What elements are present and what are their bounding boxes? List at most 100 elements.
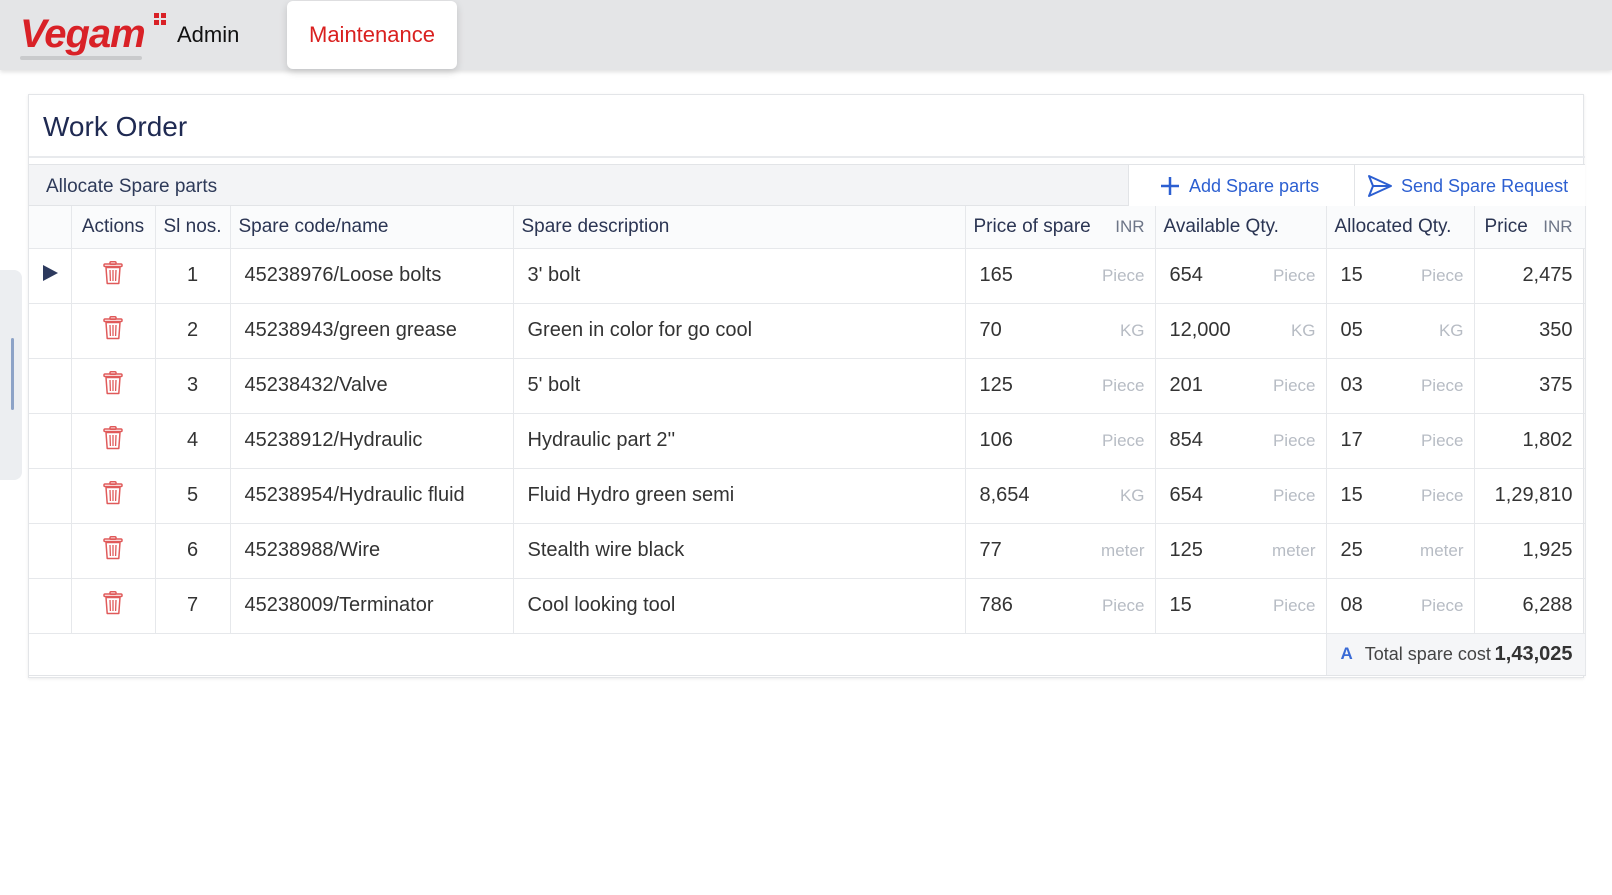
tab-maintenance[interactable]: Maintenance	[287, 1, 457, 69]
row-available: 15	[1169, 594, 1192, 616]
header-actions: Actions	[71, 206, 156, 249]
row-allocated-unit: Piece	[1420, 430, 1464, 450]
tab-maintenance-label: Maintenance	[309, 22, 435, 47]
nav-admin[interactable]: Admin	[177, 22, 240, 47]
row-price-unit: Piece	[1101, 375, 1145, 395]
row-total: 375	[1474, 358, 1586, 414]
row-price-cell[interactable]: 125 Piece	[965, 358, 1156, 414]
trash-icon[interactable]	[103, 425, 123, 450]
row-allocated-cell[interactable]: 08 Piece	[1326, 578, 1475, 634]
row-price: 165	[979, 264, 1013, 286]
row-price: 8,654	[979, 484, 1030, 506]
trash-icon[interactable]	[103, 480, 123, 505]
trash-icon[interactable]	[103, 370, 123, 395]
play-arrow-icon	[42, 264, 58, 281]
header-available[interactable]: Available Qty.	[1155, 206, 1327, 249]
row-allocated: 15	[1340, 264, 1363, 286]
table-row[interactable]: 5 45238954/Hydraulic fluid Fluid Hydro g…	[29, 468, 1586, 524]
total-label: Total spare cost	[1364, 643, 1491, 664]
row-available: 654	[1169, 484, 1203, 506]
trash-icon[interactable]	[103, 260, 123, 285]
row-available-unit: Piece	[1272, 485, 1316, 505]
side-panel-handle[interactable]	[0, 270, 22, 480]
row-actions-cell	[71, 358, 156, 414]
total-value: 1,43,025	[1494, 642, 1573, 665]
table-row[interactable]: 7 45238009/Terminator Cool looking tool …	[29, 578, 1586, 634]
row-allocated-cell[interactable]: 17 Piece	[1326, 413, 1475, 469]
row-price-cell[interactable]: 77 meter	[965, 523, 1156, 579]
row-total: 1,29,810	[1474, 468, 1586, 524]
table-row[interactable]: 3 45238432/Valve 5' bolt 125 Piece 201 Pie…	[29, 358, 1586, 414]
row-allocated: 15	[1340, 484, 1363, 506]
row-price: 106	[979, 429, 1013, 451]
row-description: Hydraulic part 2''	[513, 413, 966, 469]
row-allocated: 05	[1340, 319, 1363, 341]
row-price-unit: KG	[1119, 320, 1145, 340]
header-price[interactable]: Price INR	[1474, 206, 1586, 249]
row-price-unit: Piece	[1101, 595, 1145, 615]
trash-icon[interactable]	[103, 535, 123, 560]
header-price-label: Price	[1484, 215, 1528, 237]
row-description: Green in color for go cool	[513, 303, 966, 359]
row-available-unit: Piece	[1272, 595, 1316, 615]
row-price-cell[interactable]: 8,654 KG	[965, 468, 1156, 524]
row-price: 77	[979, 539, 1002, 561]
send-spare-request-label: Send Spare Request	[1401, 175, 1569, 196]
table-row[interactable]: 1 45238976/Loose bolts 3' bolt 165 Piece …	[29, 248, 1586, 304]
row-sl: 2	[155, 303, 231, 359]
row-sl: 1	[155, 248, 231, 304]
trash-icon[interactable]	[103, 315, 123, 340]
row-code: 45238432/Valve	[230, 358, 514, 414]
row-allocated-unit: meter	[1420, 540, 1464, 560]
row-allocated-cell[interactable]: 03 Piece	[1326, 358, 1475, 414]
row-allocated-cell[interactable]: 15 Piece	[1326, 468, 1475, 524]
row-actions-cell	[71, 578, 156, 634]
table-row[interactable]: 2 45238943/green grease Green in color f…	[29, 303, 1586, 359]
row-price-cell[interactable]: 786 Piece	[965, 578, 1156, 634]
row-available-cell: 125 meter	[1155, 523, 1327, 579]
row-allocated-cell[interactable]: 15 Piece	[1326, 248, 1475, 304]
row-available: 125	[1169, 539, 1203, 561]
header-description[interactable]: Spare description	[513, 206, 966, 249]
row-indicator-cell	[29, 413, 72, 469]
row-sl: 7	[155, 578, 231, 634]
row-allocated-unit: Piece	[1420, 485, 1464, 505]
trash-icon[interactable]	[103, 590, 123, 615]
row-total: 1,802	[1474, 413, 1586, 469]
table-row[interactable]: 6 45238988/Wire Stealth wire black 77 met…	[29, 523, 1586, 579]
row-available-unit: Piece	[1272, 375, 1316, 395]
add-spare-parts-button[interactable]: Add Spare parts	[1128, 165, 1354, 207]
vegam-logo[interactable]: Vegam	[20, 10, 166, 60]
send-icon	[1368, 175, 1392, 197]
row-allocated-cell[interactable]: 25 meter	[1326, 523, 1475, 579]
total-row: A Total spare cost 1,43,025	[29, 633, 1586, 676]
row-description: 3' bolt	[513, 248, 966, 304]
section-label: Allocate Spare parts	[46, 176, 218, 197]
row-code: 45238988/Wire	[230, 523, 514, 579]
row-price-unit: Piece	[1101, 430, 1145, 450]
header-code[interactable]: Spare code/name	[230, 206, 514, 249]
header-allocated[interactable]: Allocated Qty.	[1326, 206, 1475, 249]
row-price-cell[interactable]: 70 KG	[965, 303, 1156, 359]
row-available-cell: 654 Piece	[1155, 468, 1327, 524]
row-total: 1,925	[1474, 523, 1586, 579]
row-available: 201	[1169, 374, 1203, 396]
row-code: 45238943/green grease	[230, 303, 514, 359]
row-description: 5' bolt	[513, 358, 966, 414]
row-allocated: 25	[1340, 539, 1363, 561]
row-price-cell[interactable]: 106 Piece	[965, 413, 1156, 469]
row-allocated-cell[interactable]: 05 KG	[1326, 303, 1475, 359]
header-price-of-spare[interactable]: Price of spare INR	[965, 206, 1156, 249]
row-available-unit: Piece	[1272, 430, 1316, 450]
send-spare-request-button[interactable]: Send Spare Request	[1354, 165, 1585, 207]
row-allocated: 03	[1340, 374, 1363, 396]
row-total: 2,475	[1474, 248, 1586, 304]
header-total-currency: INR	[1543, 216, 1573, 236]
row-price-cell[interactable]: 165 Piece	[965, 248, 1156, 304]
table-row[interactable]: 4 45238912/Hydraulic Hydraulic part 2'' …	[29, 413, 1586, 469]
row-code: 45238976/Loose bolts	[230, 248, 514, 304]
row-description: Cool looking tool	[513, 578, 966, 634]
row-price: 70	[979, 319, 1002, 341]
row-sl: 4	[155, 413, 231, 469]
row-available-unit: meter	[1272, 540, 1316, 560]
